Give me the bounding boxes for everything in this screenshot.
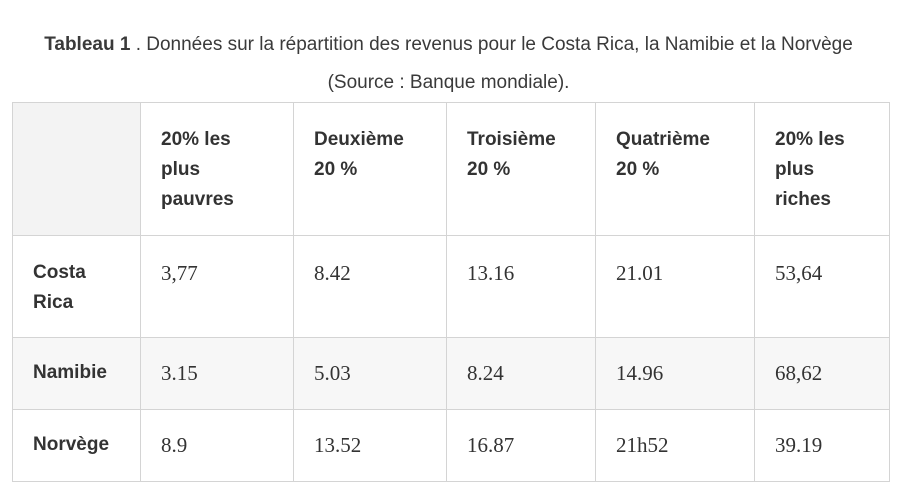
table-cell: 13.16 — [446, 235, 596, 338]
table-cell: 21h52 — [595, 409, 755, 482]
table-cell: 3.15 — [140, 337, 294, 410]
table-cell: 8.42 — [293, 235, 447, 338]
table-caption: Tableau 1 . Données sur la répartition d… — [0, 26, 897, 102]
header-cell-second-20: Deuxième 20 % — [293, 102, 447, 236]
row-header-country: Costa Rica — [12, 235, 141, 338]
table-cell: 68,62 — [754, 337, 890, 410]
header-cell-corner — [12, 102, 141, 236]
row-header-country: Norvège — [12, 409, 141, 482]
header-cell-third-20: Troisième 20 % — [446, 102, 596, 236]
table-cell: 16.87 — [446, 409, 596, 482]
table-cell: 8.9 — [140, 409, 294, 482]
table-cell: 39.19 — [754, 409, 890, 482]
table-cell: 14.96 — [595, 337, 755, 410]
caption-label: Tableau 1 — [44, 34, 131, 55]
header-cell-poorest-20: 20% les plus pauvres — [140, 102, 294, 236]
table-row: Norvège 8.9 13.52 16.87 21h52 39.19 — [12, 409, 890, 482]
header-cell-richest-20: 20% les plus riches — [754, 102, 890, 236]
table-cell: 3,77 — [140, 235, 294, 338]
table-cell: 21.01 — [595, 235, 755, 338]
header-cell-fourth-20: Quatrième 20 % — [595, 102, 755, 236]
table-cell: 53,64 — [754, 235, 890, 338]
table-row: Namibie 3.15 5.03 8.24 14.96 68,62 — [12, 337, 890, 410]
income-distribution-table: 20% les plus pauvres Deuxième 20 % Trois… — [12, 102, 890, 482]
table-cell: 8.24 — [446, 337, 596, 410]
caption-text: . Données sur la répartition des revenus… — [130, 34, 853, 55]
caption-source: (Source : Banque mondiale). — [327, 72, 570, 93]
table-cell: 13.52 — [293, 409, 447, 482]
table-cell: 5.03 — [293, 337, 447, 410]
row-header-country: Namibie — [12, 337, 141, 410]
table-row: Costa Rica 3,77 8.42 13.16 21.01 53,64 — [12, 235, 890, 338]
table-header-row: 20% les plus pauvres Deuxième 20 % Trois… — [12, 102, 890, 236]
